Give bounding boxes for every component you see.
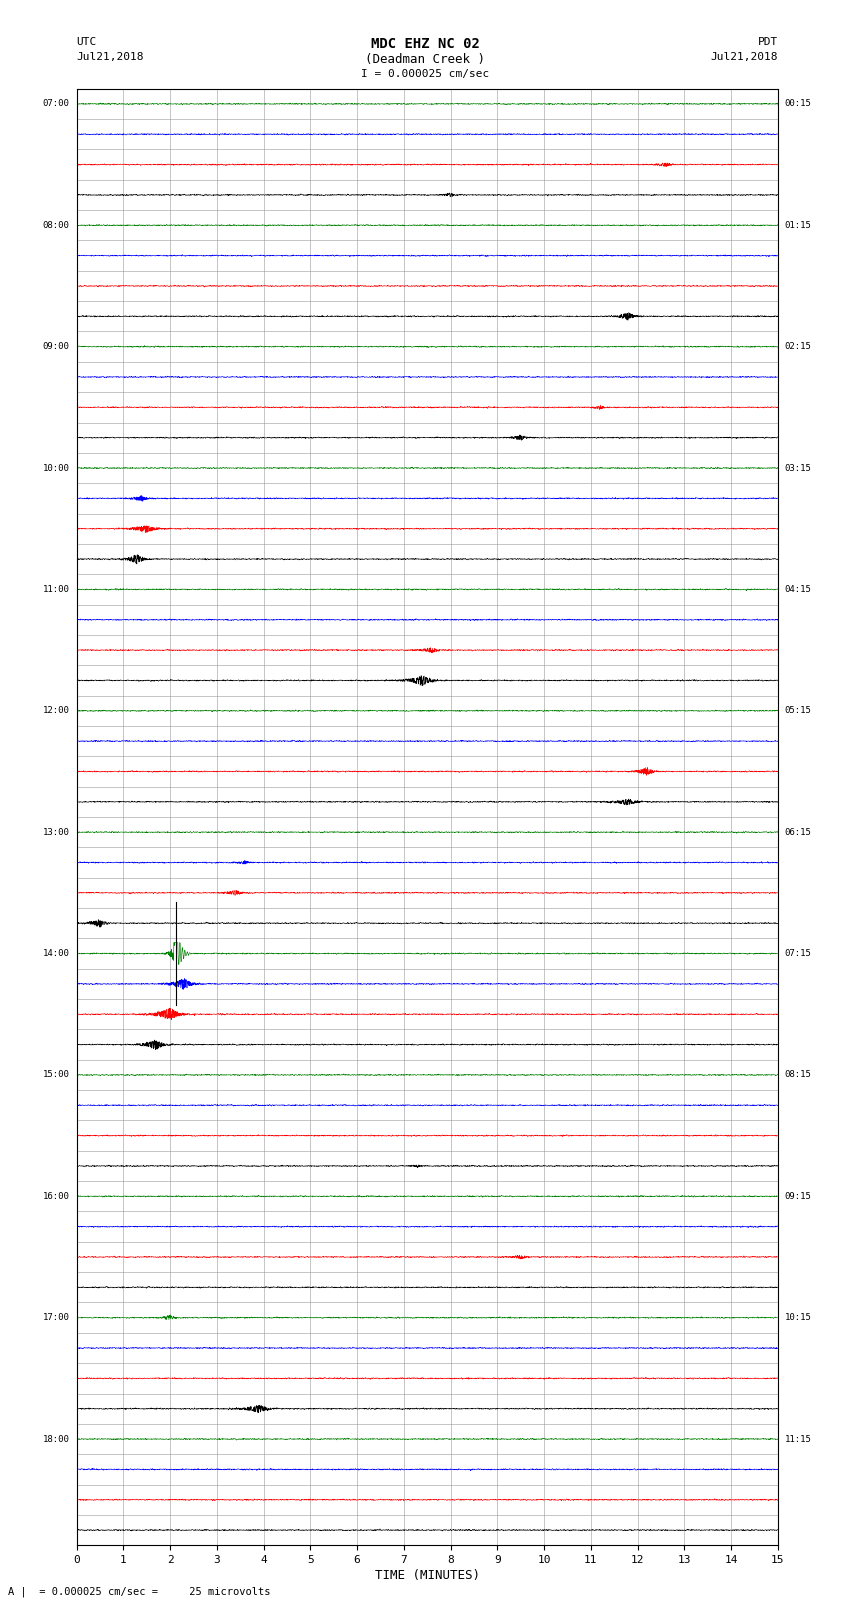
X-axis label: TIME (MINUTES): TIME (MINUTES) <box>375 1569 479 1582</box>
Text: 01:15: 01:15 <box>785 221 812 229</box>
Text: Jul21,2018: Jul21,2018 <box>711 52 778 61</box>
Text: A |  = 0.000025 cm/sec =     25 microvolts: A | = 0.000025 cm/sec = 25 microvolts <box>8 1586 271 1597</box>
Text: 05:15: 05:15 <box>785 706 812 715</box>
Text: 10:00: 10:00 <box>42 463 70 473</box>
Text: 10:15: 10:15 <box>785 1313 812 1323</box>
Text: Jul21,2018: Jul21,2018 <box>76 52 144 61</box>
Text: 11:15: 11:15 <box>785 1434 812 1444</box>
Text: 03:15: 03:15 <box>785 463 812 473</box>
Text: UTC: UTC <box>76 37 97 47</box>
Text: PDT: PDT <box>757 37 778 47</box>
Text: 14:00: 14:00 <box>42 948 70 958</box>
Text: 15:00: 15:00 <box>42 1071 70 1079</box>
Text: 06:15: 06:15 <box>785 827 812 837</box>
Text: 07:00: 07:00 <box>42 100 70 108</box>
Text: 13:00: 13:00 <box>42 827 70 837</box>
Text: 09:00: 09:00 <box>42 342 70 352</box>
Text: 08:00: 08:00 <box>42 221 70 229</box>
Text: 07:15: 07:15 <box>785 948 812 958</box>
Text: 09:15: 09:15 <box>785 1192 812 1200</box>
Text: 02:15: 02:15 <box>785 342 812 352</box>
Text: 18:00: 18:00 <box>42 1434 70 1444</box>
Text: 17:00: 17:00 <box>42 1313 70 1323</box>
Text: 16:00: 16:00 <box>42 1192 70 1200</box>
Text: 04:15: 04:15 <box>785 586 812 594</box>
Text: 12:00: 12:00 <box>42 706 70 715</box>
Text: MDC EHZ NC 02: MDC EHZ NC 02 <box>371 37 479 52</box>
Text: (Deadman Creek ): (Deadman Creek ) <box>365 53 485 66</box>
Text: 08:15: 08:15 <box>785 1071 812 1079</box>
Text: 00:15: 00:15 <box>785 100 812 108</box>
Text: I = 0.000025 cm/sec: I = 0.000025 cm/sec <box>361 69 489 79</box>
Text: 11:00: 11:00 <box>42 586 70 594</box>
